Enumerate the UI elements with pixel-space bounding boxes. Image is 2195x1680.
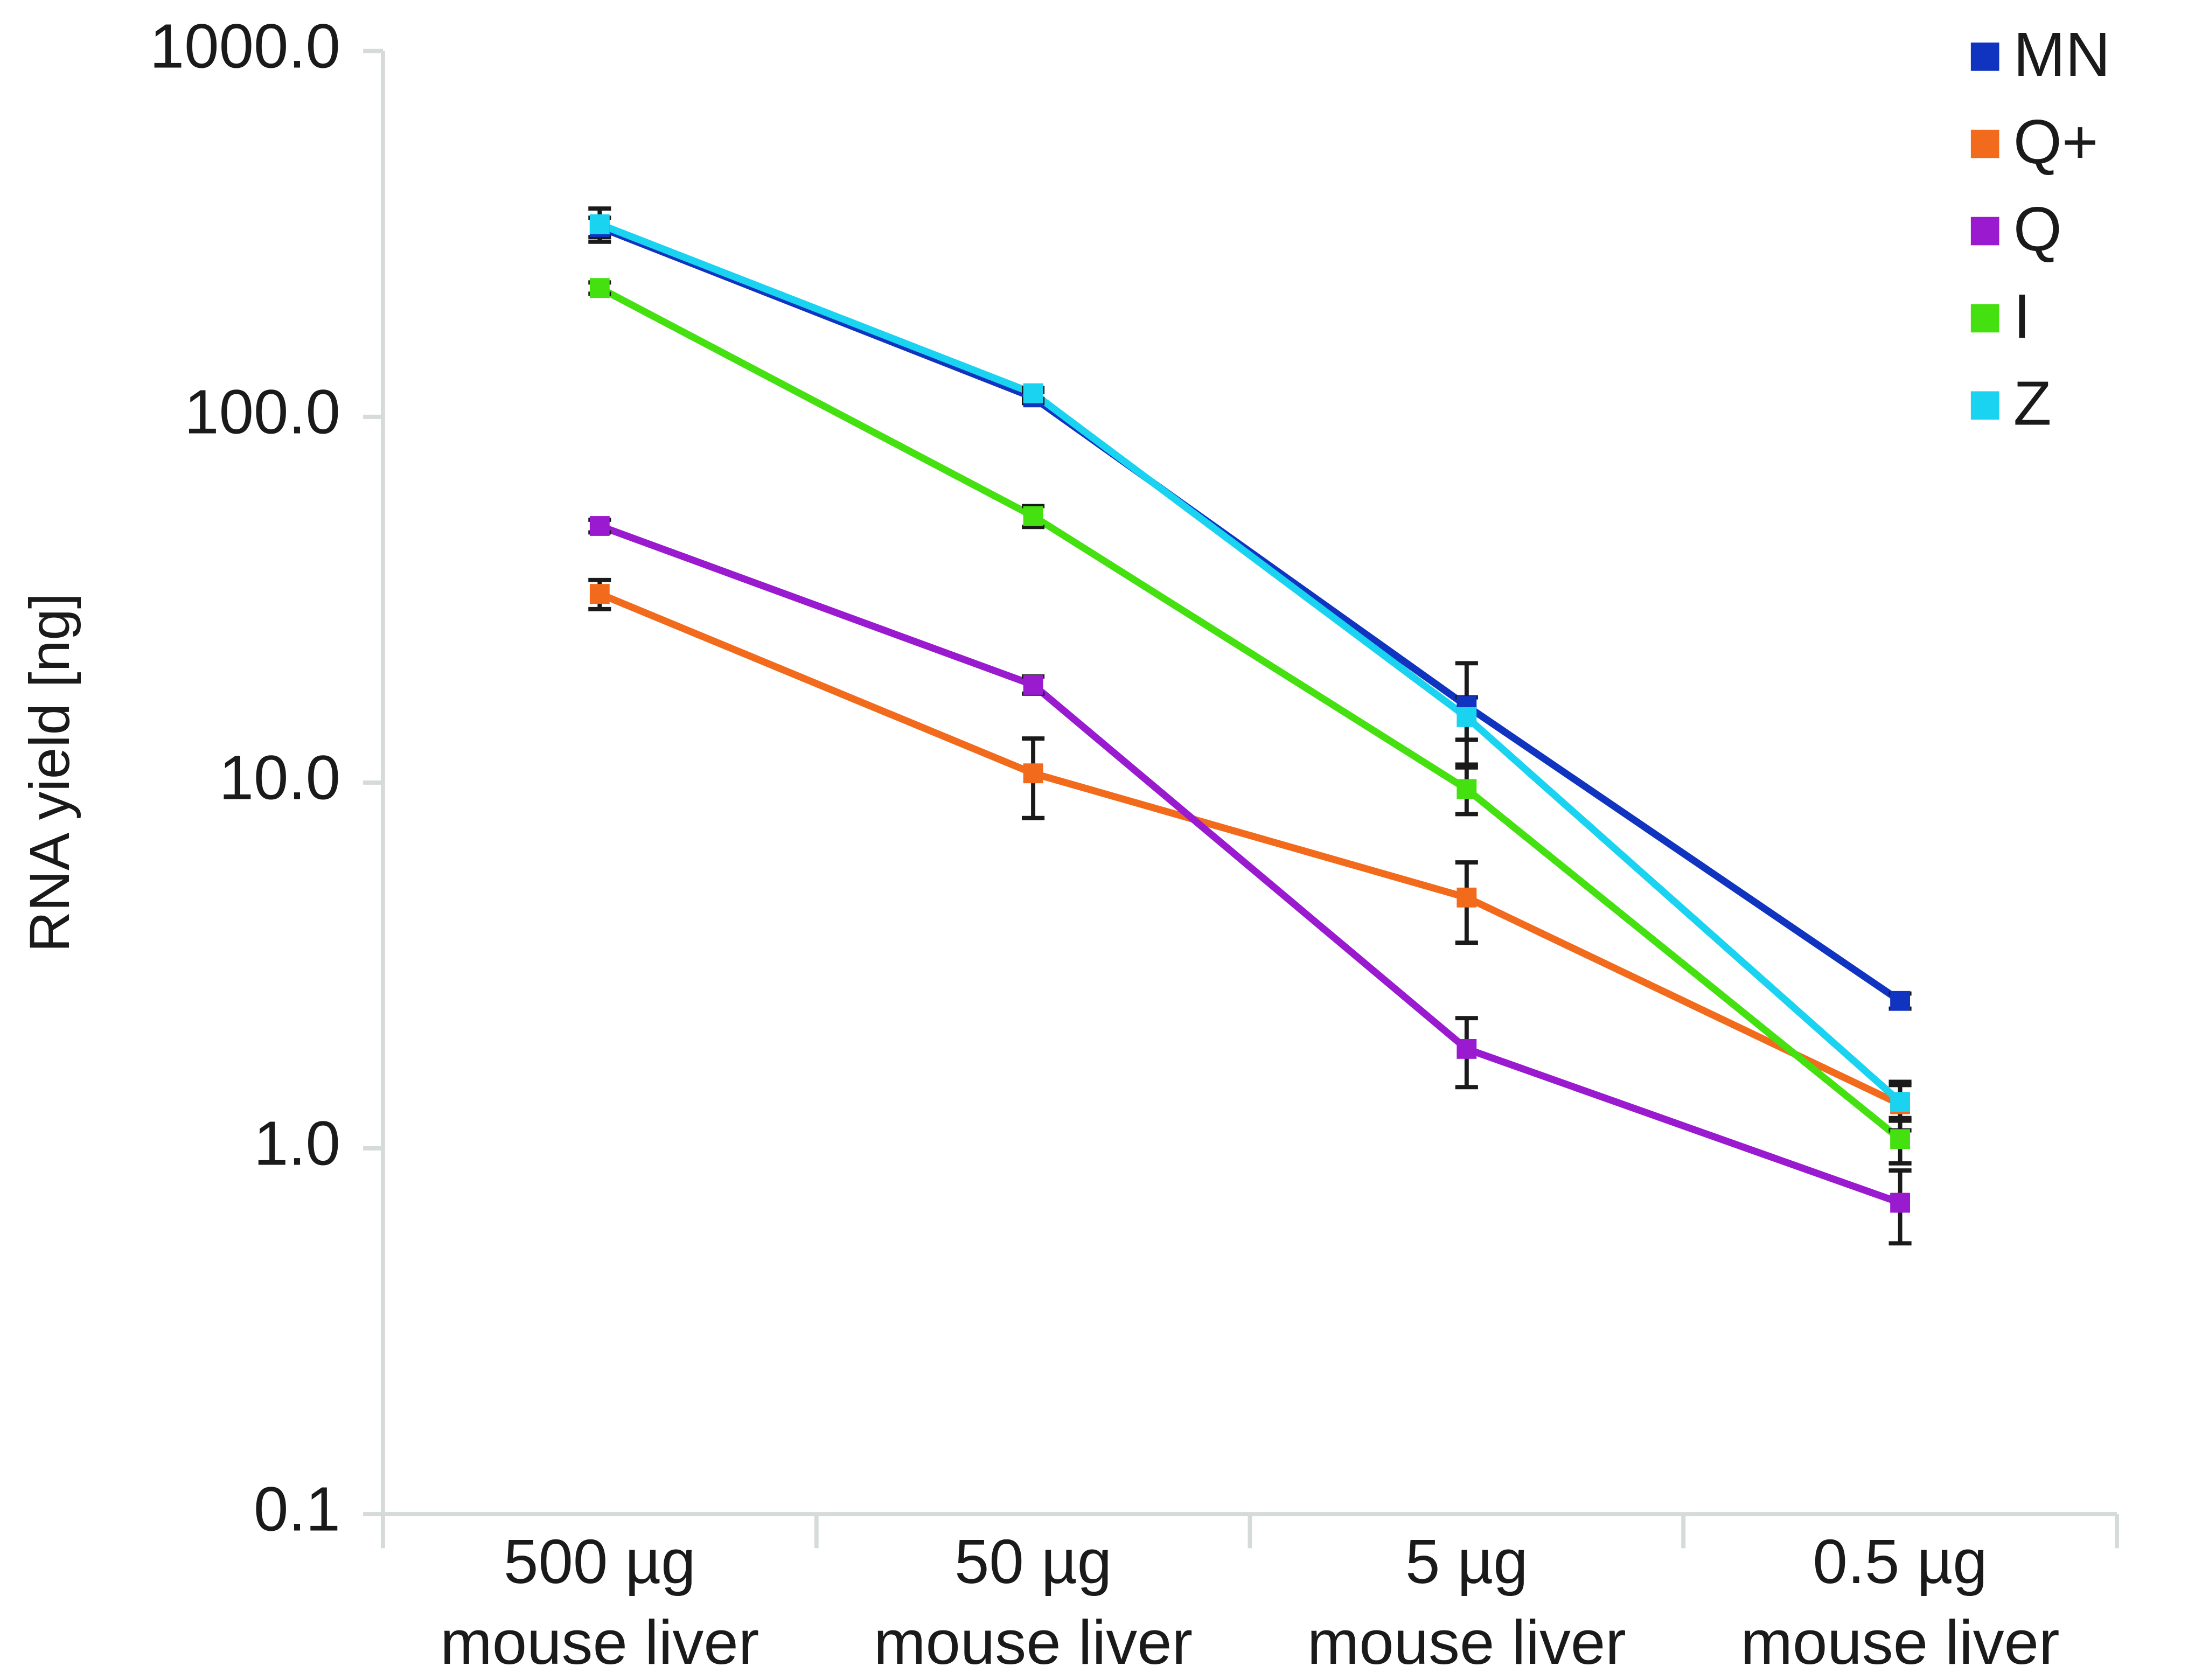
y-tick-label: 10.0 bbox=[219, 742, 340, 812]
series-line bbox=[598, 284, 1903, 1142]
legend-swatch bbox=[1970, 217, 1999, 246]
data-point bbox=[1457, 779, 1477, 799]
data-point bbox=[589, 584, 610, 604]
x-tick-label: mouse liver bbox=[874, 1607, 1193, 1677]
x-tick-label: 500 µg bbox=[504, 1526, 696, 1597]
x-tick-label: 5 µg bbox=[1405, 1526, 1528, 1597]
series-line bbox=[598, 224, 1903, 1004]
legend-swatch bbox=[1970, 391, 1999, 420]
x-tick-label: mouse liver bbox=[440, 1607, 759, 1677]
data-point bbox=[1023, 506, 1043, 526]
y-axis-label: RNA yield [ng] bbox=[18, 593, 81, 952]
legend-swatch bbox=[1970, 129, 1999, 158]
legend-label: Q bbox=[2013, 194, 2062, 264]
data-point bbox=[589, 516, 610, 536]
data-point bbox=[1890, 1092, 1911, 1112]
data-point bbox=[1890, 1129, 1911, 1149]
x-tick-label: 0.5 µg bbox=[1813, 1526, 1987, 1597]
data-point bbox=[1457, 707, 1477, 727]
data-point bbox=[1890, 1193, 1911, 1213]
data-point bbox=[1457, 887, 1477, 908]
series-line bbox=[598, 590, 1902, 1108]
x-tick-label: 50 µg bbox=[954, 1526, 1112, 1597]
x-tick-label: mouse liver bbox=[1307, 1607, 1626, 1677]
series-line bbox=[598, 221, 1903, 1105]
y-tick-label: 0.1 bbox=[254, 1474, 340, 1544]
legend-label: MN bbox=[2013, 19, 2110, 89]
data-point bbox=[1023, 675, 1043, 695]
legend-swatch bbox=[1970, 42, 1999, 71]
y-tick-label: 1.0 bbox=[254, 1109, 340, 1179]
data-point bbox=[1023, 763, 1043, 784]
legend-label: Z bbox=[2013, 368, 2052, 438]
data-point bbox=[1890, 991, 1911, 1011]
series-line bbox=[598, 522, 1901, 1207]
legend-label: I bbox=[2013, 281, 2031, 351]
data-point bbox=[1457, 1038, 1477, 1059]
legend-label: Q+ bbox=[2013, 107, 2099, 177]
data-point bbox=[589, 278, 610, 298]
data-point bbox=[1023, 383, 1043, 403]
x-tick-label: mouse liver bbox=[1741, 1607, 2060, 1677]
data-point bbox=[589, 214, 610, 234]
y-tick-label: 1000.0 bbox=[150, 11, 340, 81]
y-tick-label: 100.0 bbox=[184, 377, 340, 447]
legend-swatch bbox=[1970, 304, 1999, 333]
